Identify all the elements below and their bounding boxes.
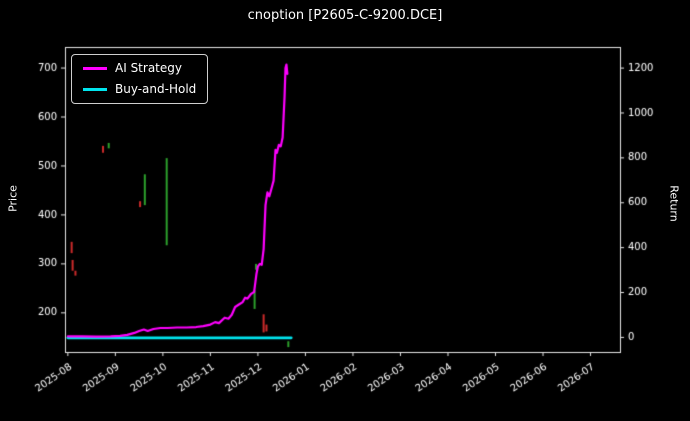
ai-strategy-line-swatch — [83, 66, 107, 70]
chart-title: cnoption [P2605-C-9200.DCE] — [247, 8, 443, 23]
buy-and-hold-line-swatch — [83, 88, 107, 92]
y-axis-label-return: Return — [667, 185, 681, 222]
legend-item-buy-and-hold: Buy-and-Hold — [83, 82, 196, 96]
legend-item-ai-strategy: AI Strategy — [83, 61, 196, 75]
legend: AI Strategy Buy-and-Hold — [71, 54, 209, 104]
legend-label-buy-and-hold: Buy-and-Hold — [115, 82, 197, 97]
y-axis-label-price: Price — [6, 185, 20, 212]
legend-label-ai-strategy: AI Strategy — [115, 61, 182, 75]
